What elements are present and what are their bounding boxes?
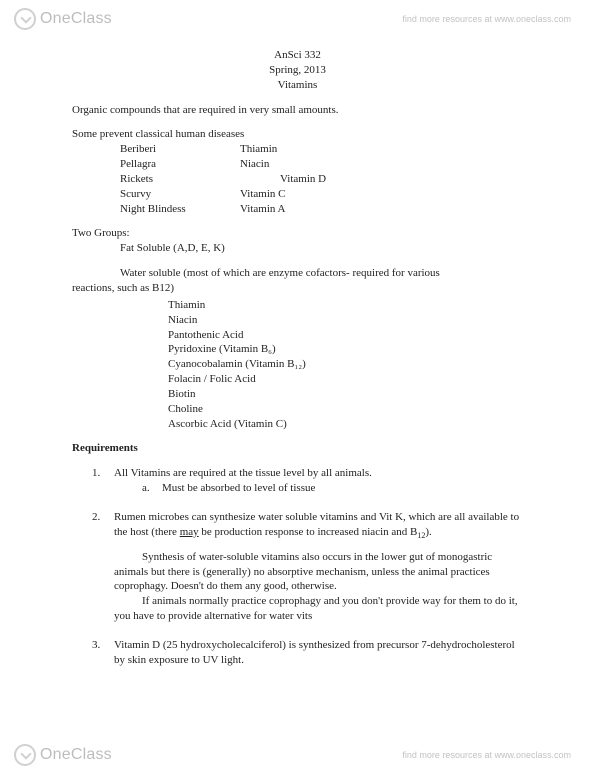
req1-text: All Vitamins are required at the tissue …: [114, 466, 523, 481]
requirement-2: 2. Rumen microbes can synthesize water s…: [92, 510, 523, 542]
logo-icon: [14, 8, 36, 30]
course-code: AnSci 332: [72, 48, 523, 63]
req2-p2: If animals normally practice coprophagy …: [114, 594, 523, 624]
logo-text: OneClass: [40, 8, 112, 30]
disease-vitamin: Thiamin: [240, 142, 390, 157]
water-soluble-intro-a: Water soluble (most of which are enzyme …: [120, 266, 523, 281]
req2-may: may: [180, 526, 199, 538]
disease-name: Pellagra: [120, 157, 240, 172]
watermark-bottom: OneClass find more resources at www.onec…: [0, 736, 595, 770]
water-soluble-item: Thiamin: [168, 298, 523, 313]
term: Spring, 2013: [72, 63, 523, 78]
water-soluble-item: Biotin: [168, 387, 523, 402]
page-content: AnSci 332 Spring, 2013 Vitamins Organic …: [72, 48, 523, 682]
water-soluble-item: Choline: [168, 402, 523, 417]
requirements-list: 1. All Vitamins are required at the tiss…: [92, 466, 523, 667]
logo-icon-bottom: [14, 744, 36, 766]
disease-row: PellagraNiacin: [120, 157, 523, 172]
logo-bottom: OneClass: [14, 744, 112, 766]
requirements-heading: Requirements: [72, 441, 523, 456]
req3-num: 3.: [92, 638, 114, 668]
diseases-intro: Some prevent classical human diseases: [72, 127, 523, 142]
disease-name: Scurvy: [120, 187, 240, 202]
disease-name: Beriberi: [120, 142, 240, 157]
logo: OneClass: [14, 8, 112, 30]
doc-title: Vitamins: [72, 78, 523, 93]
disease-name: Rickets: [120, 172, 240, 187]
water-soluble-item: Ascorbic Acid (Vitamin C): [168, 417, 523, 432]
req2-text-c: ).: [425, 526, 431, 538]
water-soluble-item: Pyridoxine (Vitamin B₆): [168, 342, 523, 357]
diseases-list: BeriberiThiaminPellagraNiacinRicketsVita…: [120, 142, 523, 216]
req1-sub: a. Must be absorbed to level of tissue: [142, 481, 523, 496]
req1-sub-text: Must be absorbed to level of tissue: [162, 481, 315, 496]
water-soluble-list: ThiaminNiacinPantothenic AcidPyridoxine …: [168, 298, 523, 432]
watermark-link-bottom: find more resources at www.oneclass.com: [402, 749, 571, 761]
disease-row: RicketsVitamin D: [120, 172, 523, 187]
disease-name: Night Blindess: [120, 202, 240, 217]
logo-class: Class: [71, 10, 112, 27]
heading-block: AnSci 332 Spring, 2013 Vitamins: [72, 48, 523, 93]
disease-vitamin: Vitamin A: [240, 202, 390, 217]
disease-vitamin: Vitamin D: [240, 172, 390, 187]
intro-text: Organic compounds that are required in v…: [72, 103, 523, 118]
req1-body: All Vitamins are required at the tissue …: [114, 466, 523, 496]
req1-sub-letter: a.: [142, 481, 162, 496]
logo-text-bottom: OneClass: [40, 744, 112, 766]
water-soluble-intro-b: reactions, such as B12): [72, 281, 523, 296]
water-soluble-item: Cyanocobalamin (Vitamin B₁₂): [168, 357, 523, 372]
watermark-top: OneClass find more resources at www.onec…: [0, 0, 595, 34]
req2-text-b: be production response to increased niac…: [199, 526, 418, 538]
req2-p1: Synthesis of water-soluble vitamins also…: [114, 550, 523, 595]
disease-row: ScurvyVitamin C: [120, 187, 523, 202]
req2-explain: Synthesis of water-soluble vitamins also…: [114, 550, 523, 624]
groups-label: Two Groups:: [72, 226, 523, 241]
water-soluble-item: Folacin / Folic Acid: [168, 372, 523, 387]
fat-soluble: Fat Soluble (A,D, E, K): [120, 241, 523, 256]
requirement-3: 3. Vitamin D (25 hydroxycholecalciferol)…: [92, 638, 523, 668]
req2-num: 2.: [92, 510, 114, 542]
logo-one: One: [40, 10, 71, 27]
water-soluble-item: Pantothenic Acid: [168, 328, 523, 343]
disease-vitamin: Niacin: [240, 157, 390, 172]
req2-body: Rumen microbes can synthesize water solu…: [114, 510, 523, 542]
req3-text: Vitamin D (25 hydroxycholecalciferol) is…: [114, 638, 523, 668]
disease-vitamin: Vitamin C: [240, 187, 390, 202]
disease-row: BeriberiThiamin: [120, 142, 523, 157]
disease-row: Night BlindessVitamin A: [120, 202, 523, 217]
requirement-1: 1. All Vitamins are required at the tiss…: [92, 466, 523, 496]
req1-num: 1.: [92, 466, 114, 496]
watermark-link-top: find more resources at www.oneclass.com: [402, 13, 571, 25]
water-soluble-item: Niacin: [168, 313, 523, 328]
